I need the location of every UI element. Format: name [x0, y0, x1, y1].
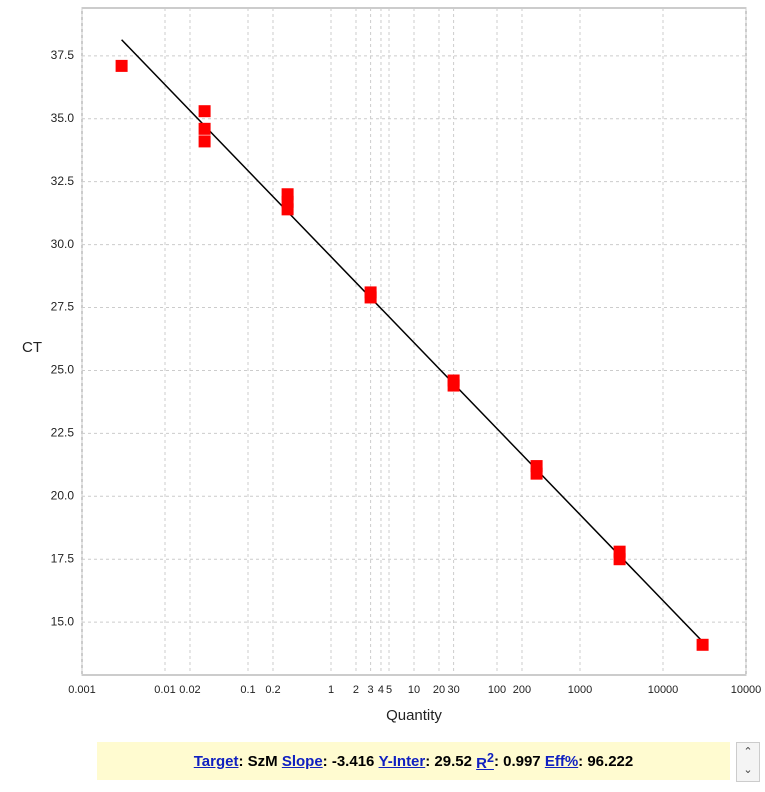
point: [530, 467, 543, 480]
point: [447, 379, 460, 392]
point: [198, 105, 211, 118]
x-tick-label: 10000: [648, 684, 679, 696]
target: SzM: [247, 752, 278, 770]
slope-link[interactable]: Slope: [281, 752, 323, 770]
point: [198, 135, 211, 148]
x-tick-label: 1: [328, 684, 334, 696]
chart: Quantity CT 15.017.520.022.525.027.530.0…: [22, 7, 762, 724]
scroll-buttons[interactable]: ⌃ ⌄: [736, 742, 760, 782]
point: [696, 638, 709, 651]
point: [115, 59, 128, 72]
r2-sup: 2: [486, 750, 494, 765]
intercept: 29.52: [434, 752, 472, 770]
x-tick-label: 3: [368, 684, 374, 696]
point: [281, 203, 294, 216]
x-tick-label: 30: [447, 684, 459, 696]
y-tick-label: 20.0: [51, 488, 75, 502]
slope: -3.416: [331, 752, 375, 770]
x-tick-label: 0.02: [179, 684, 200, 696]
y-tick-label: 17.5: [51, 551, 75, 565]
y-tick-label: 30.0: [51, 237, 75, 251]
x-tick-label: 0.01: [154, 684, 175, 696]
intercept-link[interactable]: Y-Inter: [378, 752, 426, 770]
y-tick-label: 22.5: [51, 426, 75, 440]
point: [613, 553, 626, 566]
x-tick-label: 0.2: [265, 684, 280, 696]
y-tick-label: 27.5: [51, 300, 75, 314]
point: [364, 291, 377, 304]
y-tick-label: 35.0: [51, 111, 75, 125]
y-tick-label: 25.0: [51, 363, 75, 377]
r2-link[interactable]: R2: [476, 751, 494, 772]
x-tick-label: 10000: [731, 684, 762, 696]
r2: 0.997: [503, 752, 541, 770]
y-tick-label: 37.5: [51, 48, 75, 62]
x-axis-label: Quantity: [386, 707, 442, 724]
x-tick-label: 4: [378, 684, 384, 696]
stats-bar: Target: SzM Slope: -3.416 Y-Inter: 29.52…: [97, 742, 730, 780]
x-tick-label: 100: [488, 684, 506, 696]
y-axis-label: CT: [22, 339, 42, 356]
y-tick-label: 15.0: [51, 614, 75, 628]
fit-line: [121, 39, 704, 643]
x-tick-label: 0.1: [240, 684, 255, 696]
target-link[interactable]: Target: [193, 752, 239, 770]
x-tick-label: 20: [433, 684, 445, 696]
eff: 96.222: [587, 752, 634, 770]
x-tick-label: 200: [513, 684, 531, 696]
x-tick-label: 10: [408, 684, 420, 696]
point: [198, 122, 211, 135]
x-tick-label: 0.001: [68, 684, 96, 696]
eff-link[interactable]: Eff%: [544, 752, 579, 770]
x-tick-label: 5: [386, 684, 392, 696]
x-tick-label: 2: [353, 684, 359, 696]
y-tick-label: 32.5: [51, 174, 75, 188]
x-tick-label: 1000: [568, 684, 592, 696]
r2-label: R: [476, 754, 487, 772]
